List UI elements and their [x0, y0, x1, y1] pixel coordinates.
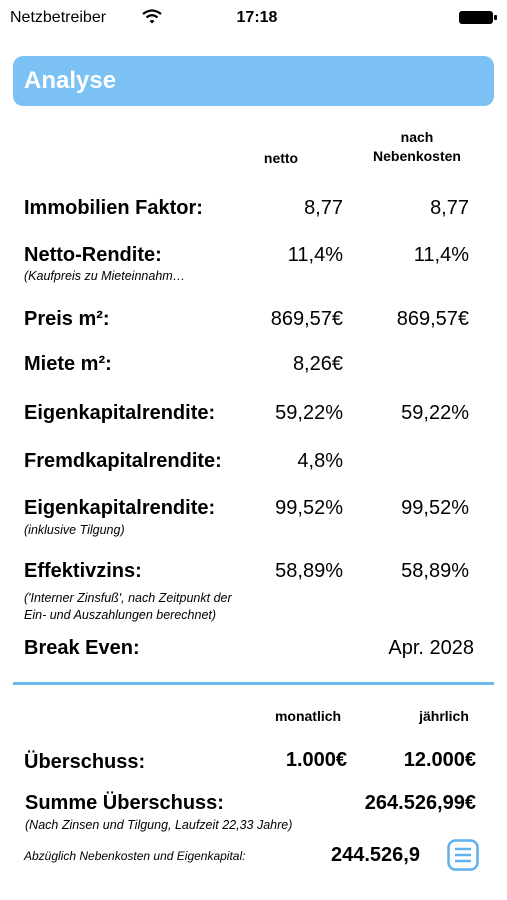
nach-value: 869,57€ — [396, 308, 469, 330]
netto-value: 99,52% — [275, 497, 343, 519]
total-note: (Nach Zinsen und Tilgung, Laufzeit 22,33… — [25, 818, 293, 832]
row-label: Break Even: — [24, 637, 140, 659]
total-value: 264.526,99€ — [364, 792, 476, 814]
column-header: jährlich — [419, 708, 469, 724]
net-label: Abzüglich Nebenkosten und Eigenkapital: — [24, 849, 246, 863]
surplus-label: Überschuss: — [24, 751, 146, 773]
netto-value: 59,22% — [275, 402, 343, 424]
separator — [13, 682, 494, 685]
netto-value: 4,8% — [297, 450, 343, 472]
row-note: (inklusive Tilgung) — [24, 523, 125, 537]
nach-value: 99,52% — [401, 497, 469, 519]
row-label: Preis m²: — [24, 308, 110, 330]
netto-value: 8,77 — [304, 197, 343, 219]
row-note: Ein- und Auszahlungen berechnet) — [24, 608, 217, 622]
nach-value: 8,77 — [430, 197, 469, 219]
row-label: Eigenkapitalrendite: — [24, 497, 216, 519]
row-note: ('Interner Zinsfuß', nach Zeitpunkt der — [24, 591, 232, 605]
menu-button[interactable] — [447, 839, 479, 871]
wifi-icon — [142, 9, 162, 24]
net-value: 244.526,9 — [331, 844, 420, 866]
row-label: Effektivzins: — [24, 560, 142, 582]
row-label: Immobilien Faktor: — [24, 197, 203, 219]
netto-value: 58,89% — [275, 560, 343, 582]
nach-value: 11,4% — [413, 244, 469, 266]
header-bar — [13, 56, 494, 106]
row-label: Eigenkapitalrendite: — [24, 402, 216, 424]
nach-value: 59,22% — [401, 402, 469, 424]
row-label: Fremdkapitalrendite: — [24, 450, 222, 472]
row-label: Netto-Rendite: — [24, 244, 162, 266]
column-header: monatlich — [274, 708, 342, 724]
column-header: netto — [263, 150, 299, 166]
netto-value: 8,26€ — [292, 353, 343, 375]
break-even-value: Apr. 2028 — [388, 637, 474, 659]
clock: 17:18 — [236, 9, 278, 26]
carrier: Netzbetreiber — [10, 9, 107, 26]
surplus-yearly: 12.000€ — [403, 749, 476, 771]
row-note: (Kaufpreis zu Mieteinnahm… — [24, 269, 186, 283]
row-label: Miete m²: — [24, 353, 112, 375]
netto-value: 869,57€ — [270, 308, 343, 330]
column-header: nach Nebenkosten — [373, 129, 461, 164]
total-label: Summe Überschuss: — [25, 792, 224, 814]
netto-value: 11,4% — [287, 244, 343, 266]
battery-icon — [459, 11, 497, 24]
header-title: Analyse — [24, 67, 117, 94]
nach-value: 58,89% — [401, 560, 469, 582]
surplus-monthly: 1.000€ — [285, 749, 347, 771]
